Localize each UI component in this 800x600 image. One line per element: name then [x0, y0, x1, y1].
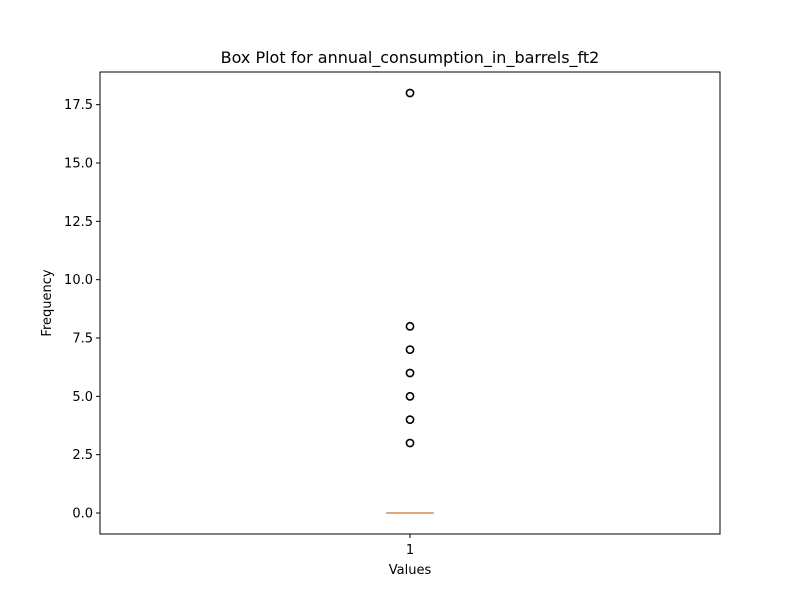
outlier-point [405, 415, 415, 425]
y-tick-label: 12.5 [64, 215, 93, 230]
x-axis: 1 [406, 534, 414, 558]
outlier-point [405, 368, 415, 378]
y-tick-label: 2.5 [72, 448, 93, 463]
y-axis-label: Frequency [40, 269, 55, 336]
x-axis-label: Values [389, 563, 432, 578]
y-tick-label: 0.0 [72, 507, 93, 522]
y-tick-label: 10.0 [64, 273, 93, 288]
outlier-point [405, 321, 415, 331]
y-tick-label: 17.5 [64, 98, 93, 113]
y-axis: 0.0 2.5 5.0 7.5 10.0 12.5 15.0 17.5 [64, 98, 100, 522]
outlier-point [405, 438, 415, 448]
outlier-point [405, 345, 415, 355]
plot-area [99, 71, 721, 535]
x-tick-label: 1 [406, 543, 414, 558]
y-tick-label: 7.5 [72, 332, 93, 347]
outlier-point [405, 391, 415, 401]
chart-title: Box Plot for annual_consumption_in_barre… [221, 48, 600, 68]
outlier-point [405, 88, 415, 98]
y-tick-label: 5.0 [72, 390, 93, 405]
outlier-series [405, 88, 415, 448]
y-tick-label: 15.0 [64, 157, 93, 172]
